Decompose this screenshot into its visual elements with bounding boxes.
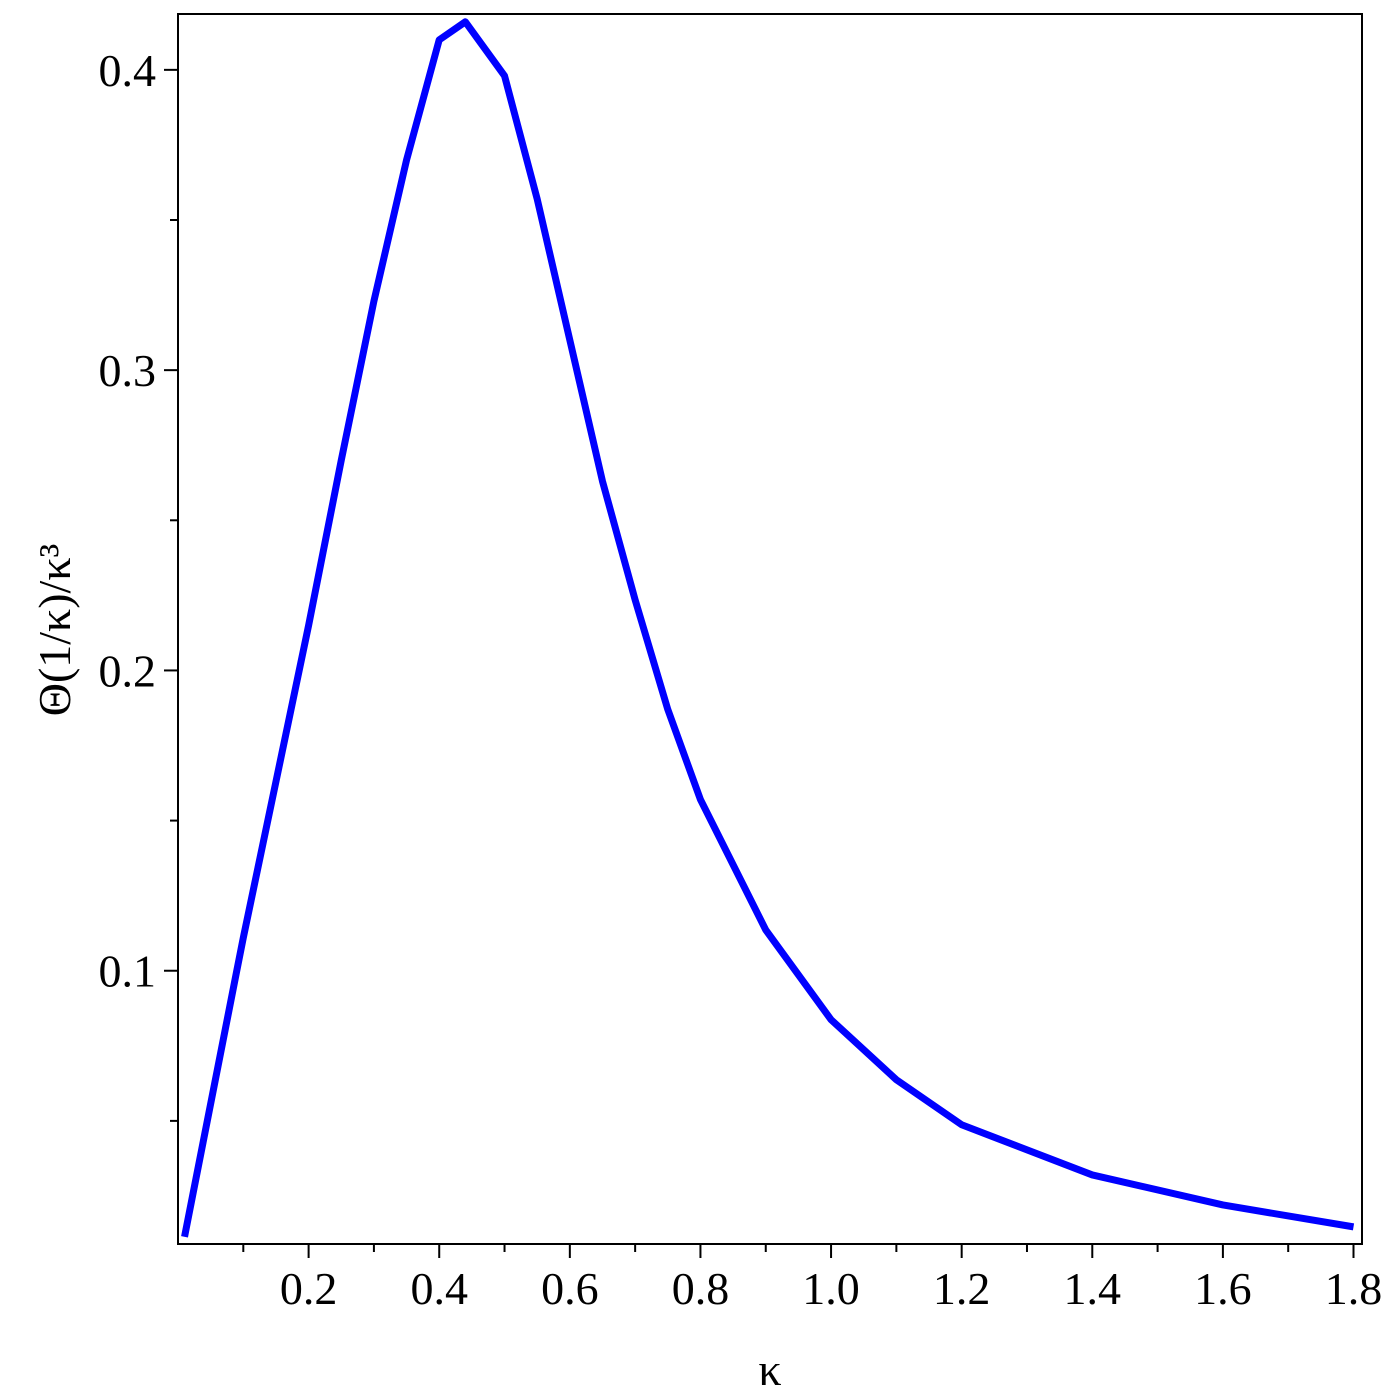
x-tick-label: 1.0 xyxy=(802,1263,860,1314)
x-tick-label: 0.2 xyxy=(280,1263,338,1314)
data-line xyxy=(181,18,1355,1238)
x-tick-label: 0.6 xyxy=(541,1263,599,1314)
x-tick-label: 0.4 xyxy=(410,1263,468,1314)
x-tick-label: 1.4 xyxy=(1064,1263,1122,1314)
x-tick-label: 0.8 xyxy=(672,1263,730,1314)
x-tick-label: 1.6 xyxy=(1194,1263,1252,1314)
x-tick-label: 1.2 xyxy=(933,1263,991,1314)
x-tick-label: 1.8 xyxy=(1325,1263,1383,1314)
y-tick-label: 0.4 xyxy=(99,45,157,96)
y-tick-label: 0.2 xyxy=(99,645,157,696)
y-tick-label: 0.3 xyxy=(99,345,157,396)
plot-frame xyxy=(177,13,1363,1245)
y-axis-label: Θ(1/κ)/κ³ xyxy=(29,544,80,717)
y-tick-label: 0.1 xyxy=(99,946,157,997)
x-axis-label: κ xyxy=(758,1344,781,1395)
